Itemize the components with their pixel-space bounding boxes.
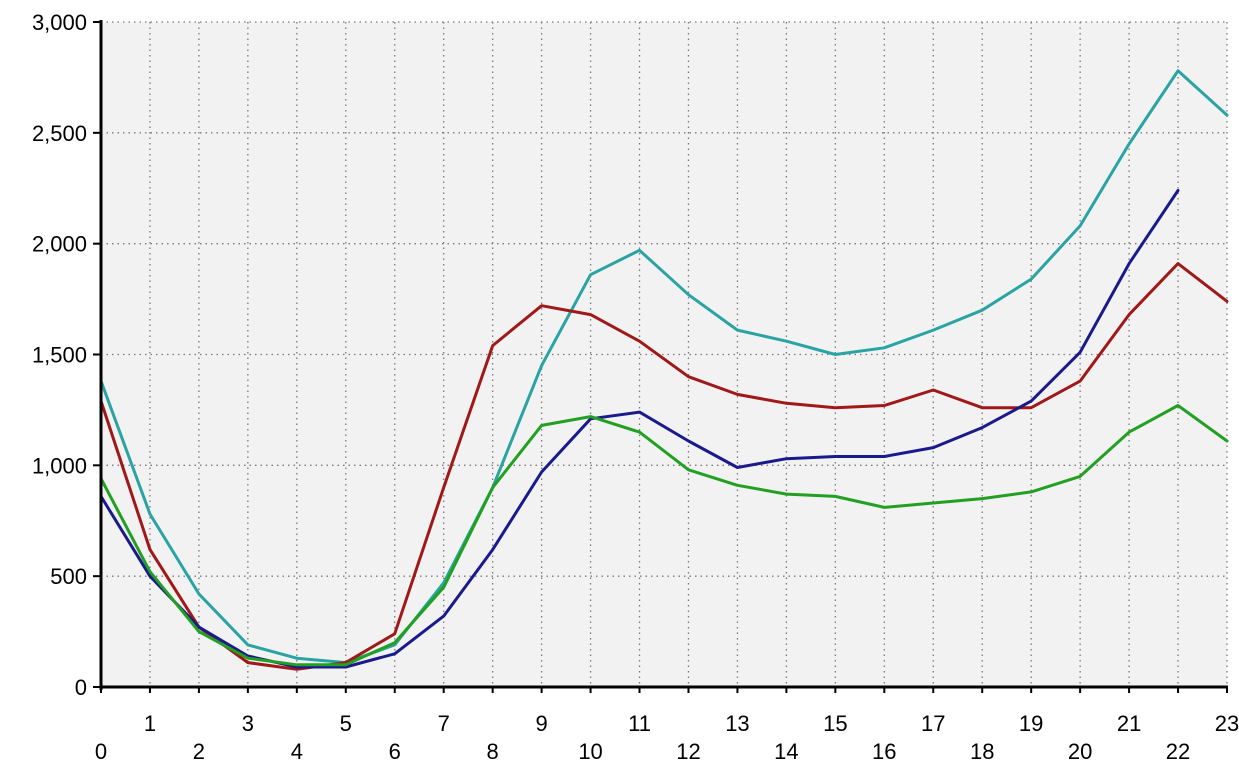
x-tick-label: 10	[578, 739, 602, 764]
x-tick-label: 5	[340, 711, 352, 736]
x-tick-label: 21	[1117, 711, 1141, 736]
x-tick-label: 23	[1215, 711, 1239, 736]
x-tick-label: 11	[628, 711, 651, 736]
y-tick-label: 3,000	[32, 10, 87, 35]
y-tick-label: 2,500	[32, 121, 87, 146]
x-tick-label: 12	[676, 739, 700, 764]
x-tick-label: 3	[242, 711, 254, 736]
y-tick-labels: 0 500 1,000 1,500 2,000 2,500 3,000	[32, 10, 87, 700]
axes	[93, 20, 1228, 693]
y-tick-label: 1,000	[32, 453, 87, 478]
x-tick-label: 19	[1019, 711, 1043, 736]
x-tick-label: 17	[921, 711, 945, 736]
y-tick-label: 0	[75, 675, 87, 700]
x-tick-label: 14	[774, 739, 798, 764]
series-line-1	[99, 69, 1229, 665]
x-tick-label: 1	[144, 711, 156, 736]
y-tick-label: 500	[50, 564, 87, 589]
grid-lines	[101, 21, 1228, 687]
x-tick-label: 9	[535, 711, 547, 736]
x-tick-labels: 1 3 5 7 9 11 13 15 17 19 21 230 2 4 6 8 10 12 14 16 18 20 22	[95, 711, 1239, 764]
y-tick-label: 1,500	[32, 343, 87, 368]
series-line-2	[99, 262, 1229, 671]
x-tick-label: 0	[95, 739, 107, 764]
x-tick-label: 2	[193, 739, 205, 764]
x-tick-label: 7	[438, 711, 450, 736]
x-tick-label: 15	[823, 711, 847, 736]
x-tick-label: 20	[1068, 739, 1092, 764]
series-line-4	[99, 404, 1229, 667]
x-tick-label: 8	[487, 739, 499, 764]
x-tick-label: 13	[725, 711, 749, 736]
y-tick-label: 2,000	[32, 232, 87, 257]
x-tick-label: 6	[389, 739, 401, 764]
x-tick-label: 4	[291, 739, 303, 764]
x-tick-label: 18	[970, 739, 994, 764]
x-tick-label: 16	[872, 739, 896, 764]
series-lines	[99, 69, 1229, 671]
x-tick-label: 22	[1166, 739, 1190, 764]
